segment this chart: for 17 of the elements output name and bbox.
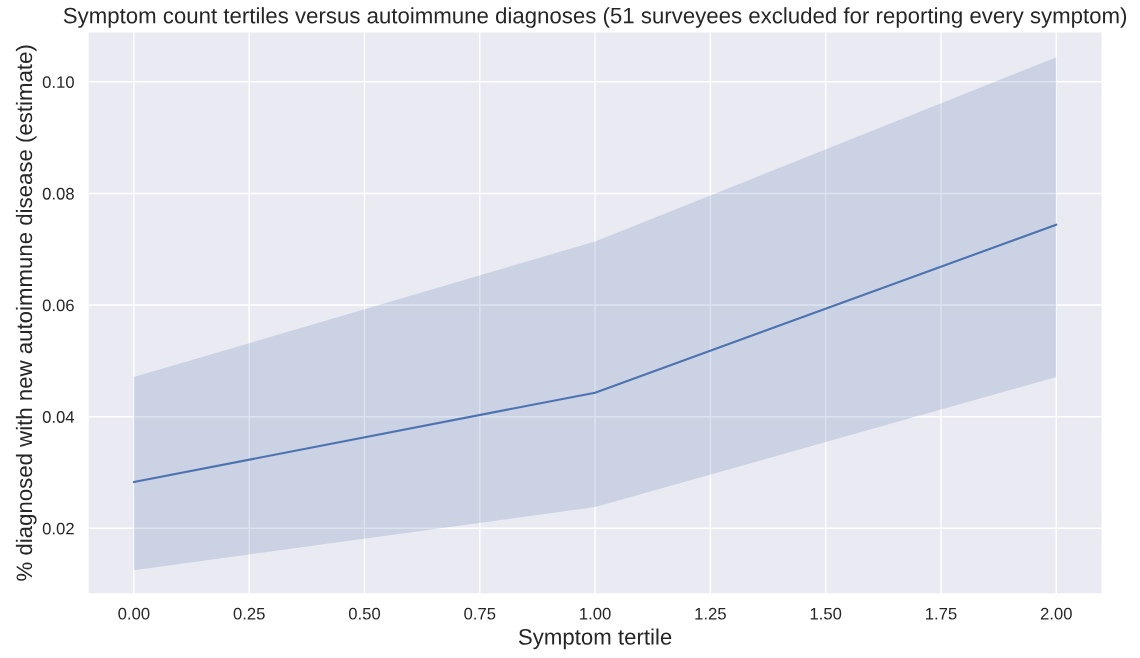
y-tick-label: 0.08	[42, 187, 74, 200]
x-axis-title: Symptom tertile	[518, 628, 672, 650]
x-tick-label: 1.50	[810, 607, 842, 620]
x-tick-label: 0.50	[348, 607, 381, 620]
y-axis-title: % diagnosed with new autoimmune disease (estimate)	[15, 45, 37, 581]
x-tick-label: 1.25	[695, 607, 726, 620]
x-tick-label: 1.00	[580, 607, 611, 620]
y-tick-label: 0.02	[42, 522, 74, 535]
y-tick-label: 0.10	[42, 76, 74, 89]
x-tick-label: 0.25	[233, 607, 265, 620]
y-tick-label: 0.06	[42, 299, 74, 312]
x-tick-label: 2.00	[1040, 607, 1072, 620]
x-tick-label: 1.75	[926, 607, 957, 620]
x-tick-label: 0.75	[464, 607, 496, 620]
x-tick-label: 0.00	[118, 607, 150, 620]
chart-title: Symptom count tertiles versus autoimmune diagnoses (51 surveyees excluded for reporting every symptom)	[63, 7, 1127, 28]
y-tick-label: 0.04	[42, 411, 75, 423]
